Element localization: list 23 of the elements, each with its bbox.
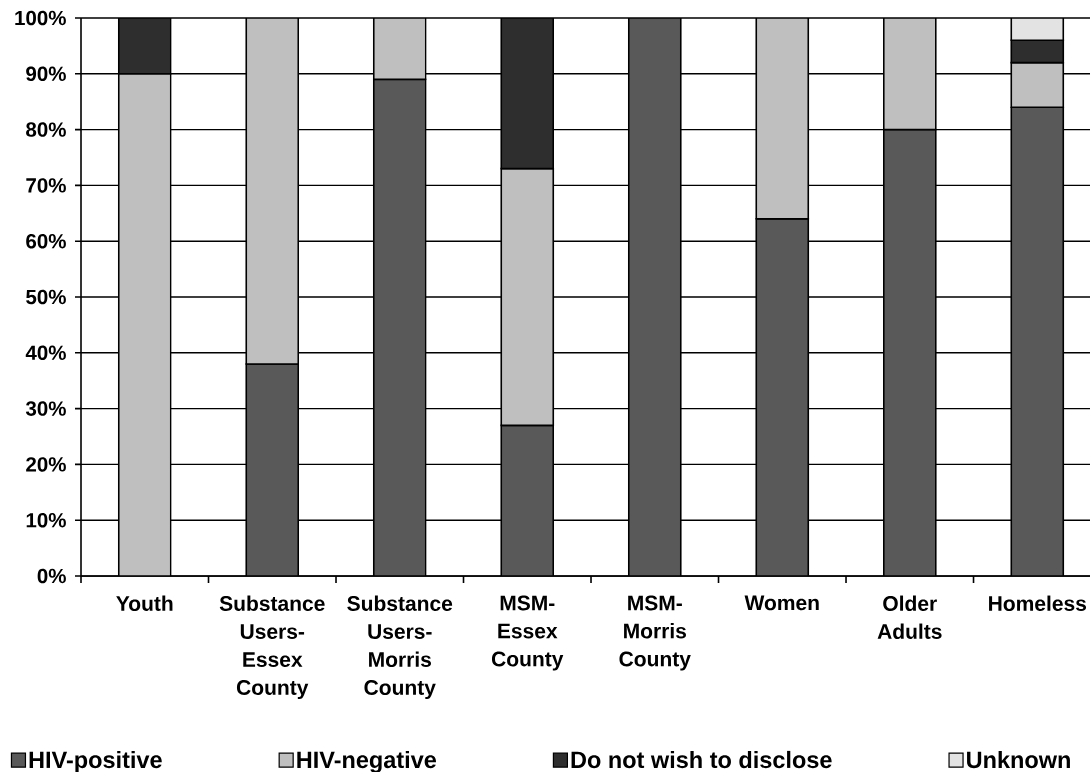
y-tick-label: 50% [26,289,66,305]
legend-label: Do not wish to disclose [571,750,832,769]
y-tick-label: 30% [25,401,66,416]
x-tick-label: Women [744,595,819,611]
legend-label: HIV-positive [29,750,162,772]
x-tick-label: Homeless [989,595,1087,611]
x-tick-label: MSM-Morris County [619,595,691,671]
legend-label: Unknown [967,750,1070,769]
y-tick-label: 100% [15,10,66,26]
y-tick-label: 70% [26,178,66,193]
y-tick-label: 20% [26,457,66,472]
x-tick-label: Older Adults [877,595,942,639]
y-tick-label: 80% [26,122,66,137]
x-tick-label: Substance Users-Essex County [219,595,325,700]
y-tick-label: 60% [26,233,66,249]
x-tick-label: Youth [116,595,173,611]
y-tick-label: 10% [26,512,66,528]
x-tick-label: Substance Users-Morris County [347,595,453,700]
x-tick-label: MSM-Essex County [491,595,564,671]
y-tick-label: 0% [37,568,66,584]
y-tick-label: 40% [25,345,66,361]
y-tick-label: 90% [26,66,66,82]
legend-label: HIV-negative [297,750,437,772]
